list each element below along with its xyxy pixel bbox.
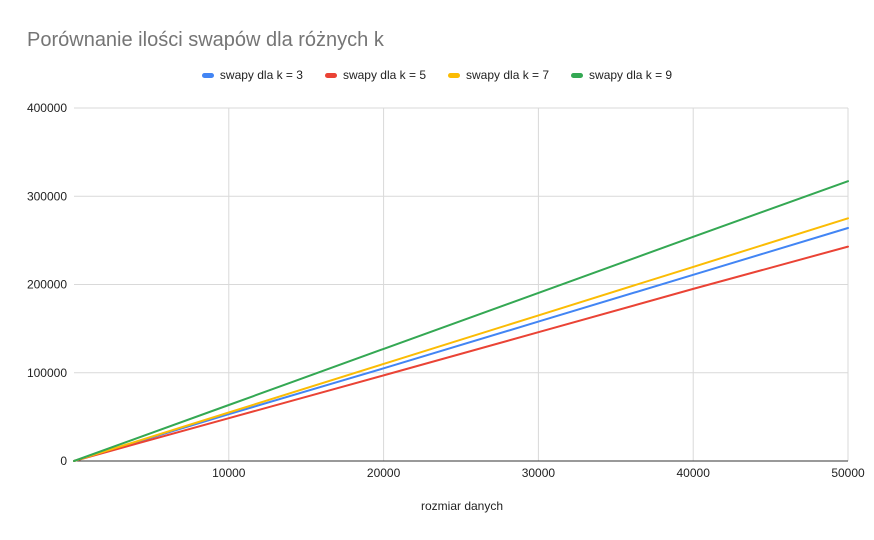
legend-label: swapy dla k = 7 bbox=[466, 68, 550, 82]
y-tick-label: 100000 bbox=[27, 366, 67, 380]
series-line-swapy-dla-k-5 bbox=[73, 245, 849, 462]
x-tick-label: 40000 bbox=[677, 466, 711, 480]
x-tick-label: 50000 bbox=[831, 466, 865, 480]
legend-swatch bbox=[448, 72, 460, 78]
legend-swatch bbox=[201, 72, 214, 78]
x-axis-title: rozmiar danych bbox=[421, 499, 503, 513]
chart-title: Porównanie ilości swapów dla różnych k bbox=[27, 29, 384, 51]
legend-label: swapy dla k = 5 bbox=[342, 68, 426, 82]
legend-item-k7[interactable]: swapy dla k = 7 bbox=[448, 68, 549, 82]
legend-item-k9[interactable]: swapy dla k = 9 bbox=[571, 68, 672, 82]
legend-item-k5[interactable]: swapy dla k = 5 bbox=[324, 68, 426, 82]
y-tick-label: 300000 bbox=[27, 189, 67, 203]
legend-label: swapy dla k = 9 bbox=[589, 68, 673, 82]
y-tick-label: 0 bbox=[60, 454, 67, 468]
legend-swatch bbox=[571, 72, 584, 78]
series-line-swapy-dla-k-9 bbox=[73, 180, 849, 462]
x-tick-label: 30000 bbox=[522, 466, 556, 480]
series-line-swapy-dla-k-7 bbox=[73, 217, 849, 462]
legend-item-k3[interactable]: swapy dla k = 3 bbox=[201, 68, 303, 82]
x-tick-label: 10000 bbox=[212, 466, 246, 480]
legend-label: swapy dla k = 3 bbox=[219, 68, 303, 82]
legend-swatch bbox=[324, 72, 337, 78]
y-tick-label: 400000 bbox=[27, 101, 67, 115]
x-tick-label: 20000 bbox=[367, 466, 401, 480]
series-line-swapy-dla-k-3 bbox=[73, 227, 849, 462]
y-tick-label: 200000 bbox=[27, 278, 67, 292]
legend: swapy dla k = 3 swapy dla k = 5 swapy dl… bbox=[0, 68, 874, 82]
